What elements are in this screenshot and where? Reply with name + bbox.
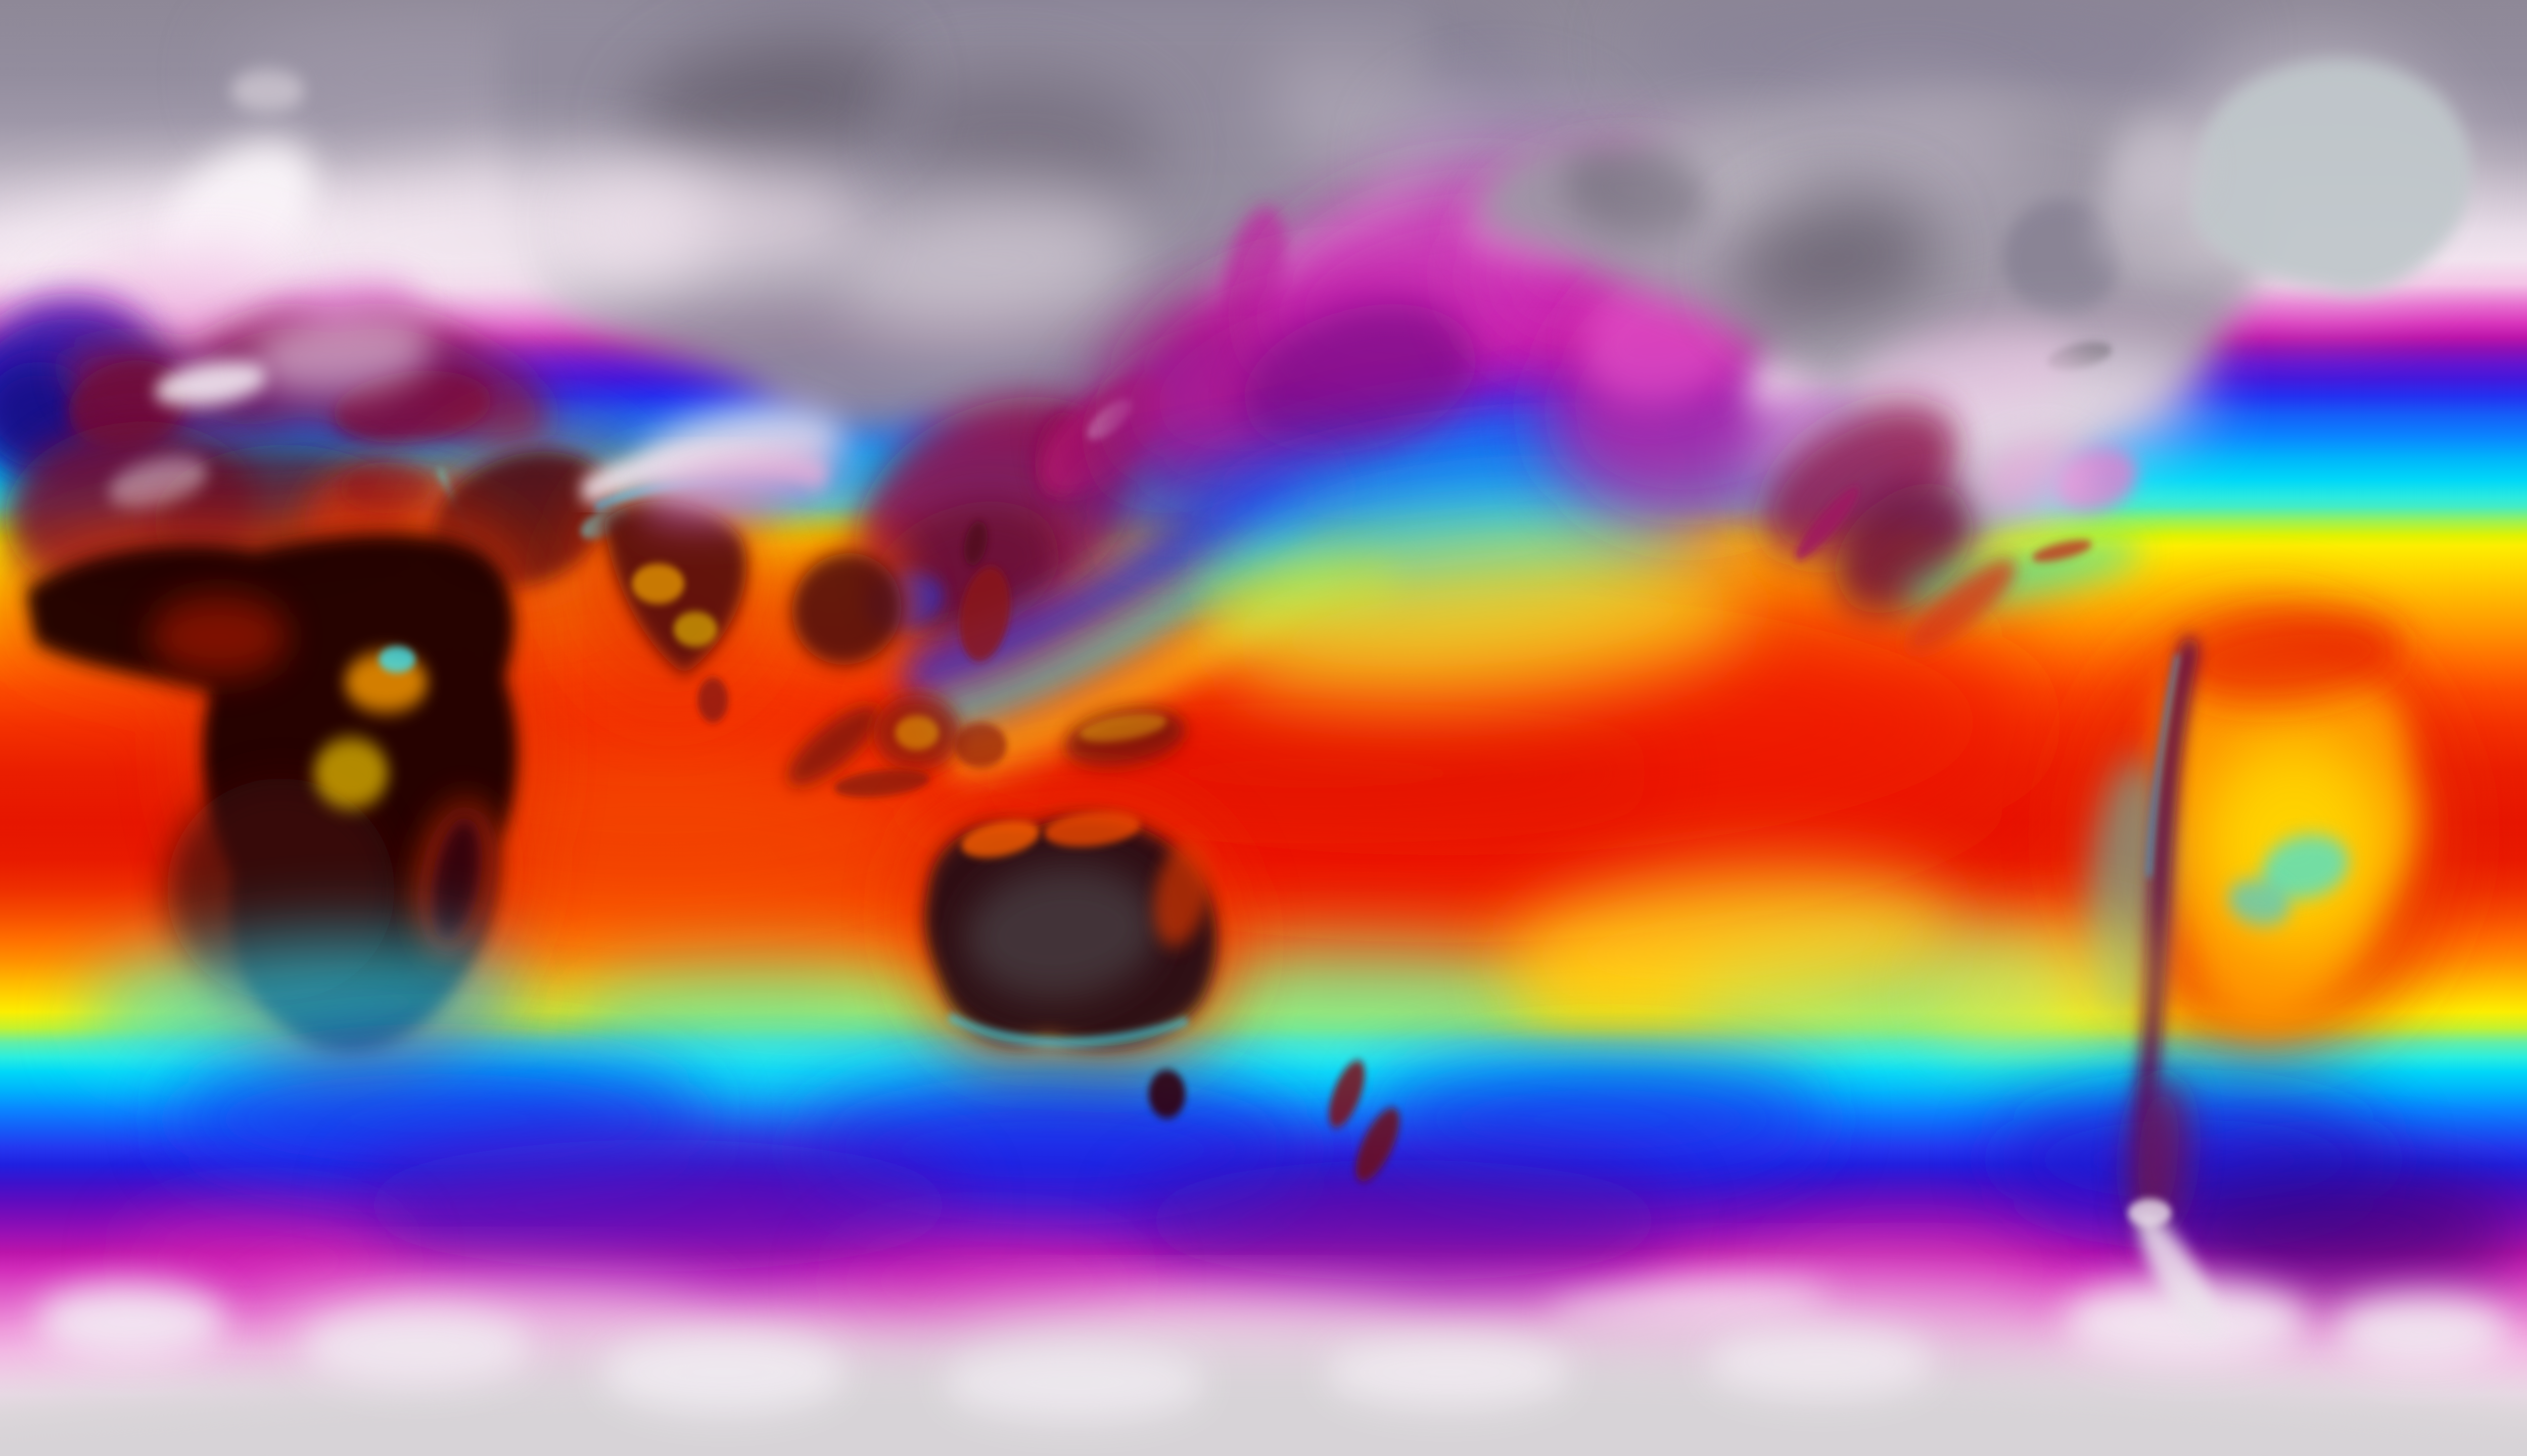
sulawesi-dark	[954, 723, 1007, 768]
rift-valley-gold	[314, 738, 389, 809]
russia-white-band	[579, 162, 869, 283]
india-hot-spot-1	[632, 563, 684, 604]
antarctic-coast-white-8	[2334, 1296, 2509, 1367]
borneo-yellow-core	[895, 716, 939, 750]
antarctic-coast-white-1	[35, 1284, 228, 1359]
antarctic-coast-white-6	[1707, 1327, 1935, 1397]
southern-indigo-band-2	[1132, 1160, 1676, 1281]
antarctic-coast-white-3	[601, 1332, 847, 1413]
map-viewport: Equirectangular world map of global surf…	[0, 0, 2527, 1456]
antarctic-coast-white-2	[303, 1309, 531, 1385]
tasmania-dark	[1149, 1070, 1186, 1118]
libya-dark-spots	[340, 462, 432, 513]
svalbard-gray	[230, 70, 305, 112]
world-temperature-map	[0, 0, 2527, 1456]
na-pale-north	[1786, 91, 2031, 212]
antarctic-coast-white-5	[1325, 1337, 1571, 1407]
africa-west-red-mottle	[149, 596, 290, 677]
sri-lanka-dark	[697, 677, 728, 723]
rift-lake-cyan	[379, 646, 415, 673]
southern-purple-dark-patch	[2154, 1175, 2522, 1286]
india-hot-spot-2	[673, 612, 717, 647]
antarctic-coast-white-4	[943, 1344, 1206, 1420]
map-layers	[0, 0, 2527, 1456]
